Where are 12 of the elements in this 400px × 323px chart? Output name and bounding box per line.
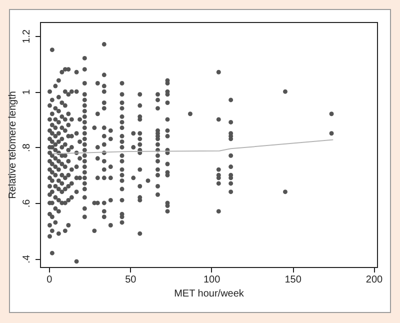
x-axis-title: MET hour/week bbox=[174, 288, 245, 300]
y-axis-title: Relative telomere length bbox=[8, 91, 18, 199]
y-tick-label: .8 bbox=[22, 143, 32, 152]
x-tick-label: 100 bbox=[204, 274, 221, 286]
y-tick-label: 1.2 bbox=[22, 29, 32, 44]
y-tick-label: .4 bbox=[22, 254, 32, 264]
x-tick-label: 50 bbox=[125, 274, 137, 286]
y-tick-label: .6 bbox=[22, 198, 32, 208]
x-tick-label: 200 bbox=[366, 274, 384, 286]
y-tick-label: 1 bbox=[22, 88, 32, 95]
x-tick-label: 0 bbox=[46, 274, 53, 286]
x-tick-label: 150 bbox=[284, 274, 302, 286]
